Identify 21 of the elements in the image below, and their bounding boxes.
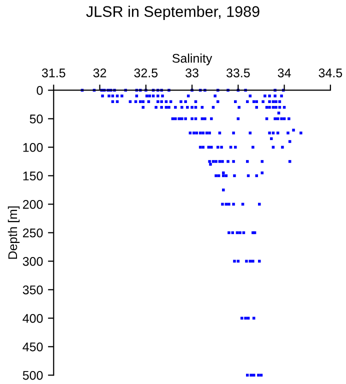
y-tick-label: 100: [23, 143, 43, 152]
x-tick-label: 33: [186, 68, 198, 78]
y-axis-title: Depth [m]: [8, 206, 20, 259]
y-tick-label: 500: [22, 370, 43, 380]
x-tick-label: 33.5: [226, 68, 250, 78]
y-tick-label: 150: [23, 172, 43, 180]
chart-title: JLSR in September, 1989: [86, 6, 260, 20]
x-tick-label: 32: [93, 68, 106, 78]
y-tick-label: 0: [36, 86, 43, 95]
x-tick-label: 34: [278, 68, 291, 78]
y-tick-label: 200: [22, 200, 43, 209]
y-tick-label: 300: [22, 257, 43, 266]
y-tick-label: 50: [30, 114, 43, 124]
x-tick-label: 34.5: [318, 68, 342, 78]
x-axis-title: Salinity: [172, 54, 212, 66]
y-tick-label: 400: [22, 314, 43, 323]
y-tick-label: 250: [22, 228, 43, 238]
x-tick-label: 32.5: [134, 68, 158, 78]
y-tick-label: 350: [22, 285, 43, 294]
x-tick-label: 31.5: [42, 68, 66, 78]
y-tick-label: 450: [22, 342, 43, 352]
